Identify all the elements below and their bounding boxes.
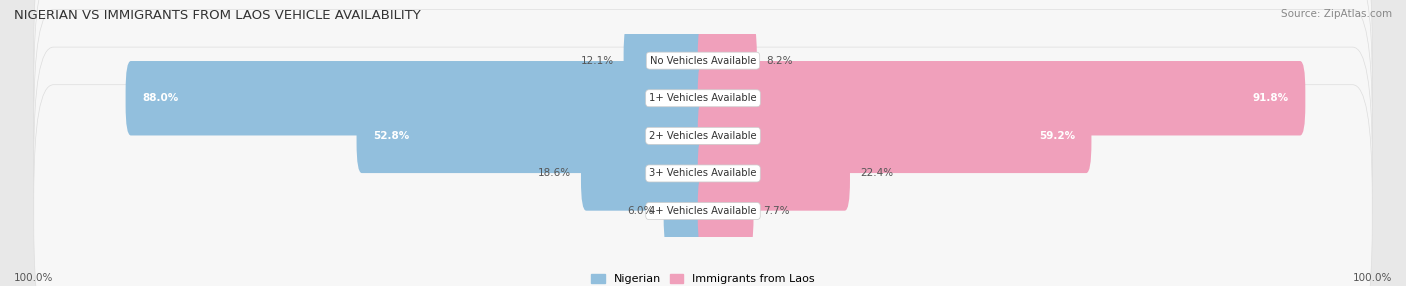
Text: 1+ Vehicles Available: 1+ Vehicles Available xyxy=(650,93,756,103)
FancyBboxPatch shape xyxy=(34,85,1372,286)
Text: 12.1%: 12.1% xyxy=(581,56,614,66)
Text: Source: ZipAtlas.com: Source: ZipAtlas.com xyxy=(1281,9,1392,19)
FancyBboxPatch shape xyxy=(581,136,709,211)
FancyBboxPatch shape xyxy=(125,61,709,136)
Text: 6.0%: 6.0% xyxy=(627,206,654,216)
Text: NIGERIAN VS IMMIGRANTS FROM LAOS VEHICLE AVAILABILITY: NIGERIAN VS IMMIGRANTS FROM LAOS VEHICLE… xyxy=(14,9,420,21)
FancyBboxPatch shape xyxy=(34,0,1372,225)
Text: 100.0%: 100.0% xyxy=(14,273,53,283)
Text: 100.0%: 100.0% xyxy=(1353,273,1392,283)
Legend: Nigerian, Immigrants from Laos: Nigerian, Immigrants from Laos xyxy=(586,269,820,286)
Text: 4+ Vehicles Available: 4+ Vehicles Available xyxy=(650,206,756,216)
Text: No Vehicles Available: No Vehicles Available xyxy=(650,56,756,66)
FancyBboxPatch shape xyxy=(34,0,1372,187)
FancyBboxPatch shape xyxy=(697,136,851,211)
Text: 7.7%: 7.7% xyxy=(763,206,790,216)
Text: 59.2%: 59.2% xyxy=(1039,131,1076,141)
FancyBboxPatch shape xyxy=(697,23,756,98)
FancyBboxPatch shape xyxy=(357,99,709,173)
Text: 22.4%: 22.4% xyxy=(860,168,893,178)
FancyBboxPatch shape xyxy=(697,99,1091,173)
Text: 88.0%: 88.0% xyxy=(142,93,179,103)
FancyBboxPatch shape xyxy=(34,9,1372,262)
Text: 2+ Vehicles Available: 2+ Vehicles Available xyxy=(650,131,756,141)
Text: 52.8%: 52.8% xyxy=(373,131,409,141)
Text: 91.8%: 91.8% xyxy=(1253,93,1289,103)
Text: 8.2%: 8.2% xyxy=(766,56,793,66)
Text: 3+ Vehicles Available: 3+ Vehicles Available xyxy=(650,168,756,178)
FancyBboxPatch shape xyxy=(624,23,709,98)
FancyBboxPatch shape xyxy=(664,174,709,248)
FancyBboxPatch shape xyxy=(34,47,1372,286)
FancyBboxPatch shape xyxy=(697,61,1305,136)
FancyBboxPatch shape xyxy=(697,174,754,248)
Text: 18.6%: 18.6% xyxy=(538,168,571,178)
